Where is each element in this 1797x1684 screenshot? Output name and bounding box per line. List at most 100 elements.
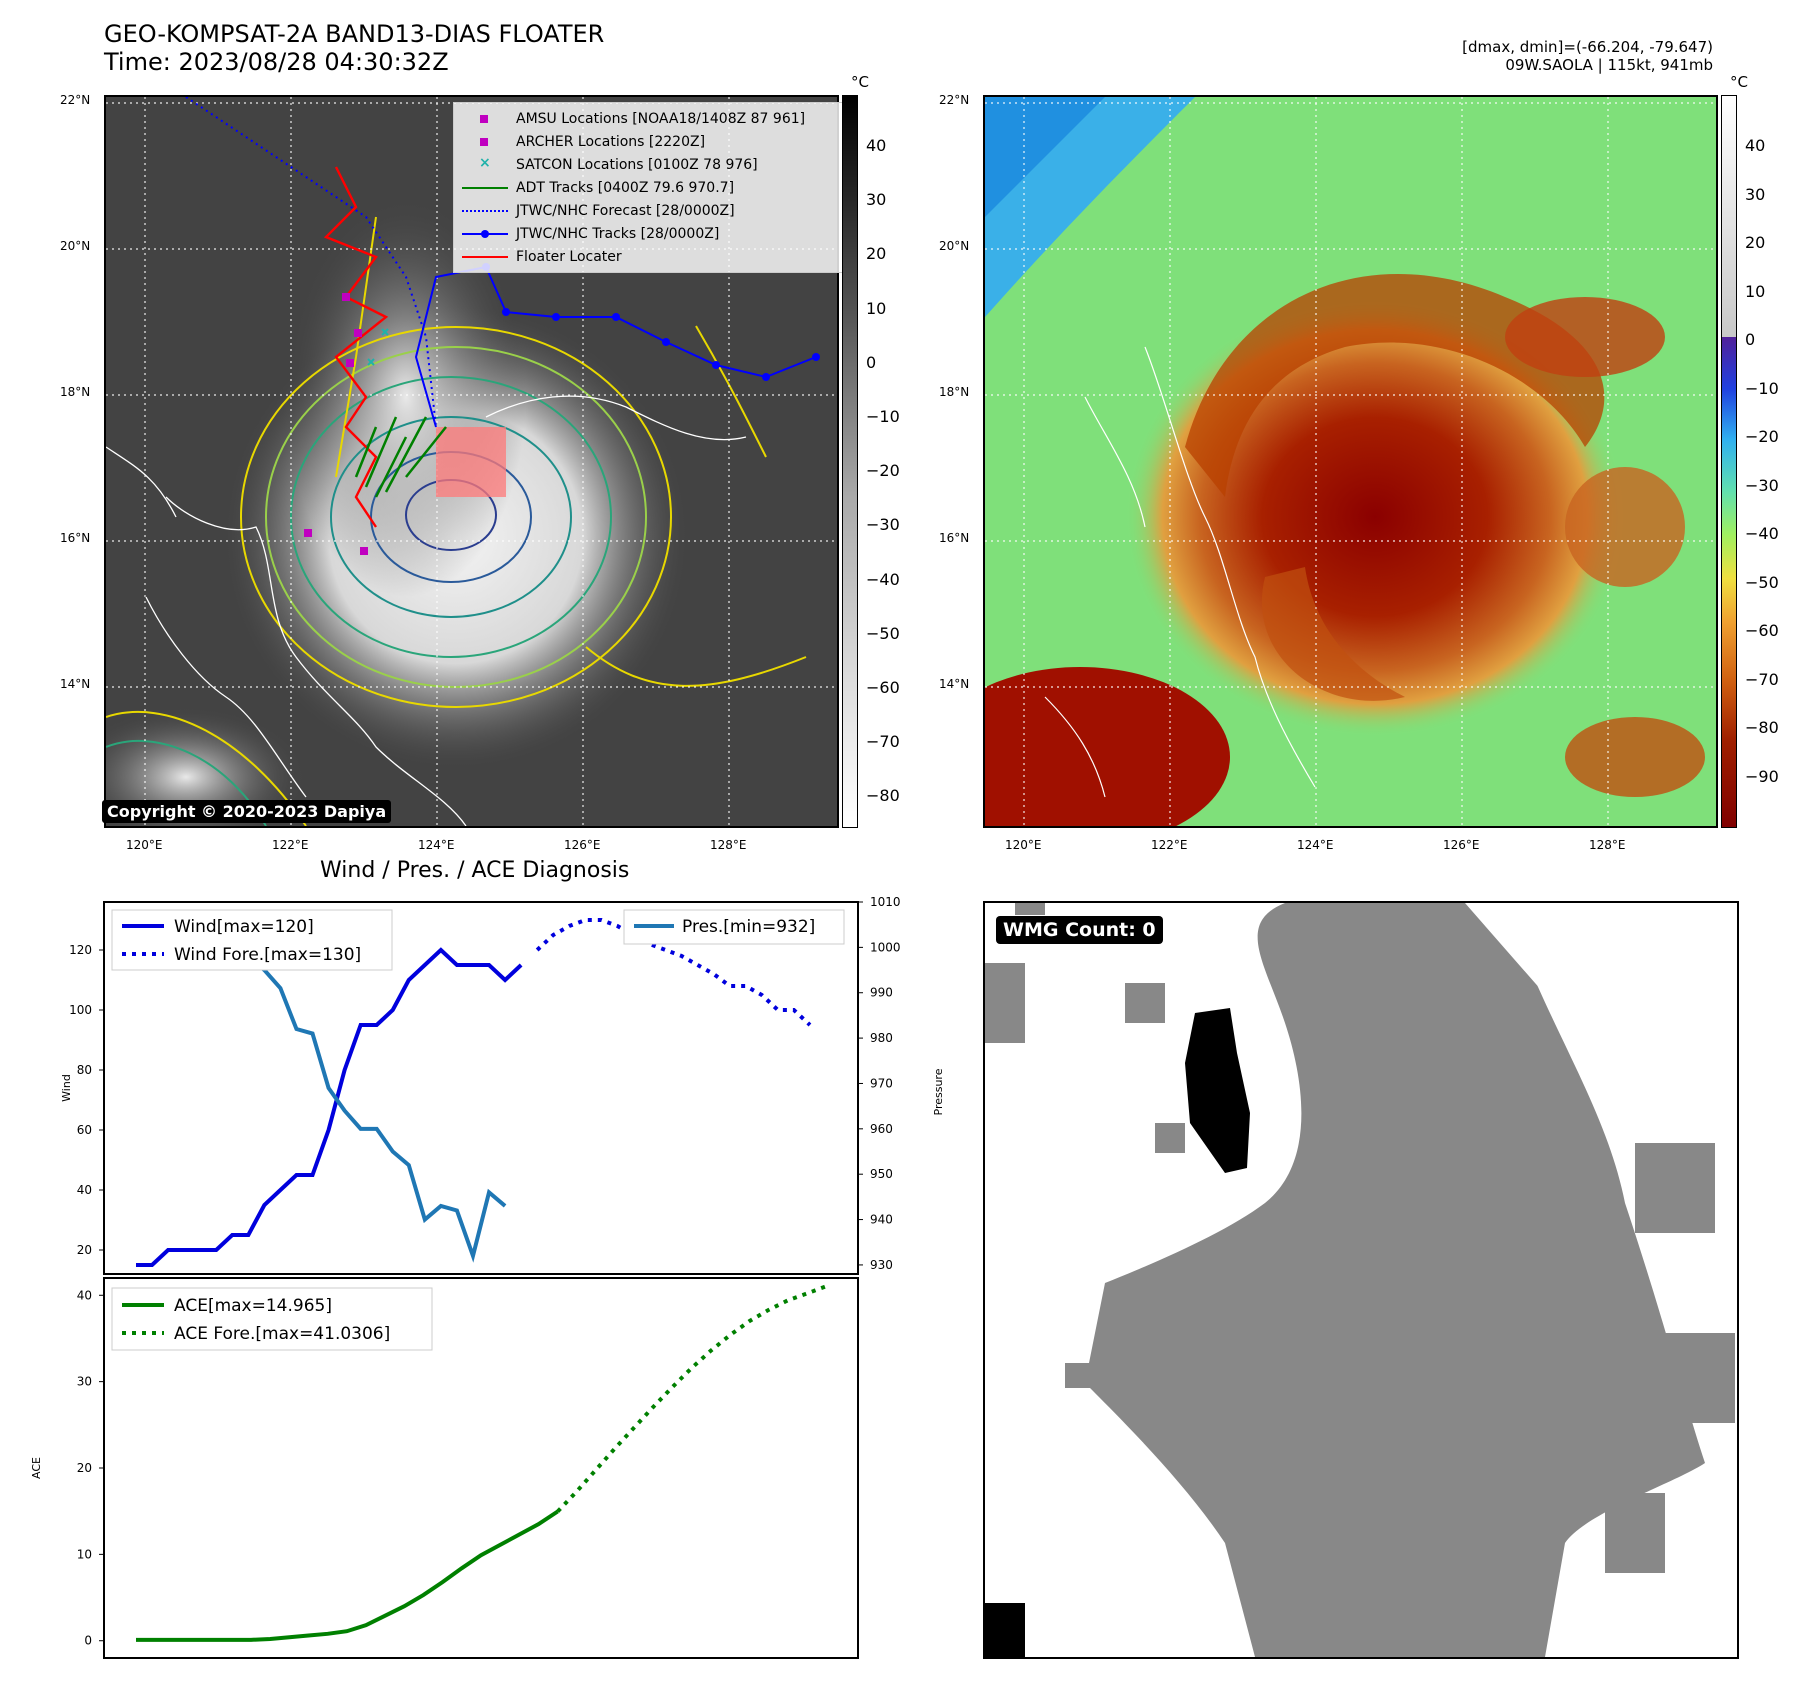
ace-legend-box xyxy=(111,1287,433,1351)
colorbar-tick: −70 xyxy=(866,732,900,752)
pressure-ytick-label: 980 xyxy=(870,1031,893,1045)
wind-ytick-label: 40 xyxy=(77,1183,92,1197)
lat-label: 14°N xyxy=(939,677,970,691)
legend-item: × SATCON Locations [0100Z 78 976] xyxy=(462,153,834,176)
legend-label: ARCHER Locations [2220Z] xyxy=(516,133,706,150)
ace-ytick-label: 20 xyxy=(77,1461,92,1475)
colorbar-tick: 20 xyxy=(1745,233,1766,252)
legend-swatch xyxy=(462,204,508,218)
color-map-graphics xyxy=(985,97,1716,826)
colorbar-tick: −60 xyxy=(1745,621,1779,640)
legend-label: Pres.[min=932] xyxy=(682,917,815,937)
pressure-axis-label: Pressure xyxy=(932,1068,945,1115)
legend-item: AMSU Locations [NOAA18/1408Z 87 961] xyxy=(462,107,834,130)
legend-swatch: × xyxy=(479,154,491,171)
legend-item: ARCHER Locations [2220Z] xyxy=(462,130,834,153)
lat-label: 18°N xyxy=(939,385,970,399)
colorbar-tick: 0 xyxy=(866,352,877,372)
colorbar-tick: 0 xyxy=(1745,330,1756,349)
lat-label: 18°N xyxy=(60,385,91,399)
wind-legend: Wind[max=120] Wind Fore.[max=130] xyxy=(111,909,393,971)
lat-label: 20°N xyxy=(60,239,91,253)
floater-box xyxy=(436,427,506,497)
pressure-ytick-label: 940 xyxy=(870,1213,893,1227)
legend-swatch xyxy=(462,135,508,149)
lon-label: 122°E xyxy=(1151,838,1188,852)
color-colorbar xyxy=(1721,95,1737,828)
wind-ytick-label: 100 xyxy=(69,1003,92,1017)
colorbar-tick: −70 xyxy=(1745,669,1779,689)
legend-label: JTWC/NHC Tracks [28/0000Z] xyxy=(516,225,720,242)
pressure-ytick-label: 960 xyxy=(870,1122,893,1136)
lon-label: 122°E xyxy=(272,838,309,852)
lon-label: 126°E xyxy=(564,838,601,852)
chart-title: GEO-KOMPSAT-2A BAND13-DIAS FLOATER Time:… xyxy=(104,20,605,76)
colorbar-tick: −30 xyxy=(1745,475,1779,495)
pressure-ytick-label: 930 xyxy=(870,1258,893,1272)
wmg-panel xyxy=(983,901,1739,1659)
gray-colorbar-unit: °C xyxy=(851,73,869,91)
legend-label: SATCON Locations [0100Z 78 976] xyxy=(516,156,758,173)
lon-label: 124°E xyxy=(418,838,455,852)
colorbar-tick: 10 xyxy=(1745,281,1766,301)
ace-ytick-label: 30 xyxy=(77,1375,92,1389)
legend-label: AMSU Locations [NOAA18/1408Z 87 961] xyxy=(516,110,806,127)
wmg-graphics xyxy=(985,903,1737,1657)
colorbar-tick: −80 xyxy=(1745,718,1779,737)
colorbar-tick: 20 xyxy=(866,244,887,264)
legend-label: Wind Fore.[max=130] xyxy=(174,945,361,965)
wind-ytick-label: 20 xyxy=(77,1243,92,1257)
wmg-count-badge: WMG Count: 0 xyxy=(996,916,1163,944)
series-line-1 xyxy=(535,918,812,1027)
legend-label: Floater Locater xyxy=(516,248,622,265)
legend-label: Wind[max=120] xyxy=(174,917,314,937)
pressure-ytick-label: 970 xyxy=(870,1076,893,1090)
legend-item: JTWC/NHC Tracks [28/0000Z] xyxy=(462,222,834,245)
colorbar-tick: −10 xyxy=(866,407,900,426)
legend-label: ACE[max=14.965] xyxy=(174,1296,332,1316)
ace-ytick-label: 0 xyxy=(84,1634,92,1648)
lon-label: 128°E xyxy=(710,838,747,852)
ir-color-map xyxy=(983,95,1718,828)
colorbar-tick: −80 xyxy=(866,786,900,806)
wind-plot-frame xyxy=(103,901,859,1275)
diagnosis-title: Wind / Pres. / ACE Diagnosis xyxy=(320,858,630,883)
pressure-ytick-label: 1000 xyxy=(870,940,901,954)
ace-ytick-label: 40 xyxy=(77,1288,92,1302)
colorbar-tick: 40 xyxy=(866,136,887,155)
wind-ytick-label: 80 xyxy=(77,1063,92,1077)
legend-swatch xyxy=(462,112,508,126)
legend-item: JTWC/NHC Forecast [28/0000Z] xyxy=(462,199,834,222)
lon-label: 120°E xyxy=(1005,838,1042,852)
lat-label: 14°N xyxy=(60,677,91,691)
wind-ytick-label: 60 xyxy=(77,1123,92,1137)
wind-ytick-label: 120 xyxy=(69,943,92,957)
ace-chart: 0 10 20 30 40 ACE ACE[max=14.965] ACE Fore.[max… xyxy=(30,1277,859,1659)
ace-series-line-0 xyxy=(136,1509,559,1642)
ace-series-line-1 xyxy=(556,1284,827,1513)
colorbar-tick: −10 xyxy=(1745,378,1779,398)
lon-label: 128°E xyxy=(1589,838,1626,852)
gray-colorbar xyxy=(842,95,858,828)
legend-swatch xyxy=(462,250,508,264)
series-line-0 xyxy=(136,947,523,1267)
colorbar-tick: 10 xyxy=(866,298,887,318)
legend-label: ADT Tracks [0400Z 79.6 970.7] xyxy=(516,179,735,196)
colorbar-tick: −40 xyxy=(1745,524,1779,543)
colorbar-tick: 30 xyxy=(1745,184,1766,204)
lat-label: 22°N xyxy=(939,93,970,107)
lon-label: 126°E xyxy=(1443,838,1480,852)
colorbar-tick: −60 xyxy=(866,678,900,697)
dmax-dmin-label: [dmax, dmin]=(-66.204, -79.647) xyxy=(1462,38,1713,56)
colorbar-tick: 40 xyxy=(1745,136,1766,155)
colorbar-tick: −20 xyxy=(1745,427,1779,446)
storm-info: [dmax, dmin]=(-66.204, -79.647) 09W.SAOL… xyxy=(1462,38,1713,74)
lat-label: 16°N xyxy=(939,531,970,545)
wind-pressure-chart: 20 40 60 80 100 120 930 940 950 960 970 980 990 1000 1… xyxy=(60,895,945,1275)
pressure-ytick-label: 1010 xyxy=(870,895,901,909)
colorbar-tick: −40 xyxy=(866,569,900,589)
legend-swatch xyxy=(462,227,508,241)
storm-label: 09W.SAOLA | 115kt, 941mb xyxy=(1505,56,1713,74)
pressure-ytick-label: 950 xyxy=(870,1167,893,1181)
legend-label: JTWC/NHC Forecast [28/0000Z] xyxy=(516,202,735,219)
